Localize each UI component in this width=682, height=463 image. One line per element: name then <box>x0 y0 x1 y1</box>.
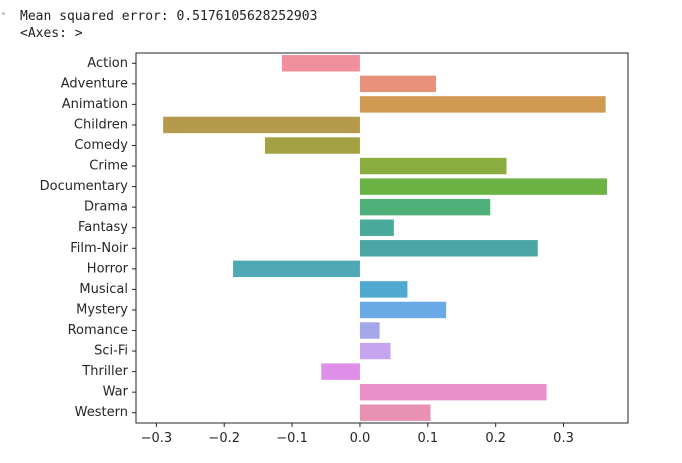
output-prompt-marker <box>2 12 5 15</box>
mse-output-line: Mean squared error: 0.5176105628252903 <box>20 9 318 24</box>
x-tick-label: 0.0 <box>350 431 371 446</box>
bar-comedy <box>264 137 360 154</box>
category-label: Sci-Fi <box>94 344 128 359</box>
bar-children <box>163 116 360 134</box>
category-label: Thriller <box>81 364 128 379</box>
category-label: Mystery <box>76 302 128 317</box>
category-label: War <box>103 385 129 400</box>
bar-drama <box>359 198 491 216</box>
category-label: Children <box>74 117 128 132</box>
x-ticks-group: −0.3 −0.2 −0.1 0.0 0.1 0.2 0.3 <box>141 423 574 446</box>
category-label: Animation <box>62 97 128 112</box>
category-label: Western <box>75 405 128 420</box>
bar-musical <box>359 281 408 298</box>
bar-fantasy <box>359 219 394 236</box>
x-tick-label: −0.3 <box>141 431 173 446</box>
bar-action <box>281 55 360 72</box>
axes-repr-line: <Axes: > <box>20 26 83 41</box>
bar-crime <box>359 157 507 175</box>
category-label: Drama <box>84 200 128 215</box>
x-tick-label: 0.3 <box>553 431 574 446</box>
bar-mystery <box>359 301 447 319</box>
category-label: Horror <box>87 261 129 276</box>
category-label: Adventure <box>61 76 128 91</box>
bar-documentary <box>359 178 607 195</box>
bar-western <box>359 404 431 421</box>
category-labels-group: Action Adventure Animation Children Comedy Cr… <box>40 56 136 420</box>
bar-animation <box>359 96 606 113</box>
bar-war <box>359 383 547 401</box>
bar-film-noir <box>359 240 538 257</box>
bars-group <box>163 55 607 421</box>
category-label: Fantasy <box>78 220 128 235</box>
category-label: Crime <box>89 159 128 174</box>
bar-adventure <box>359 75 436 93</box>
bar-sci-fi <box>359 342 391 360</box>
bar-romance <box>359 322 380 339</box>
bar-thriller <box>321 363 360 380</box>
x-tick-label: 0.2 <box>485 431 506 446</box>
x-tick-label: 0.1 <box>417 431 438 446</box>
category-label: Musical <box>79 282 128 297</box>
x-tick-label: −0.1 <box>276 431 308 446</box>
cell-output: Mean squared error: 0.5176105628252903 <… <box>20 8 317 42</box>
x-tick-label: −0.2 <box>208 431 240 446</box>
category-label: Comedy <box>74 138 128 153</box>
category-label: Film-Noir <box>70 241 128 256</box>
category-label: Documentary <box>40 179 129 194</box>
category-label: Romance <box>68 323 128 338</box>
bar-horror <box>233 260 360 278</box>
plot-frame <box>135 52 629 424</box>
category-label: Action <box>87 56 128 71</box>
